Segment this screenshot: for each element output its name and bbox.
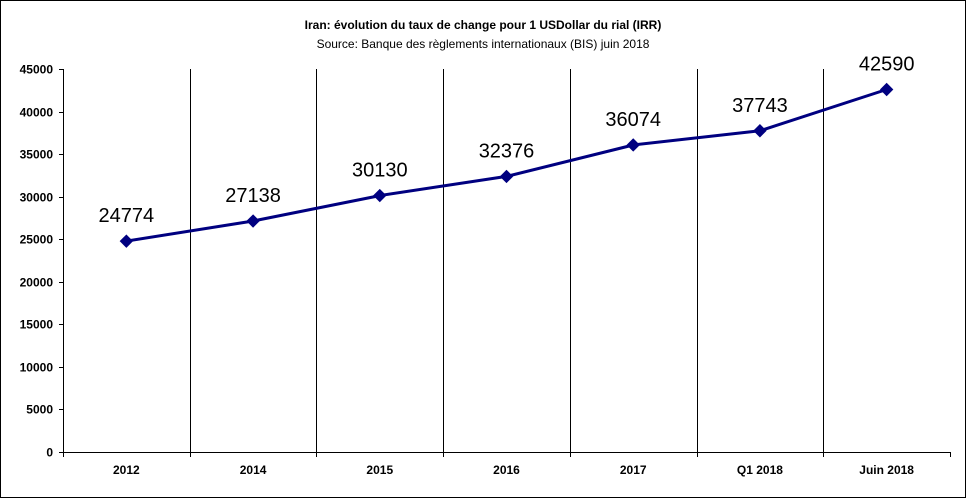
y-tick-label: 40000 [20,106,54,120]
y-tick-label: 25000 [20,233,54,247]
y-tick-label: 20000 [20,276,54,290]
data-point-marker [626,138,640,152]
data-point-marker [119,234,134,248]
y-tick-label: 15000 [20,318,54,332]
chart-subtitle: Source: Banque des règlements internatio… [316,37,650,51]
y-tick-label: 45000 [20,63,54,77]
data-labels: 24774 27138 30130 32376 36074 37743 42590 [99,54,915,228]
x-tick-label: 2016 [493,463,520,477]
grid-lines [190,69,824,452]
x-tick-label: 2017 [620,463,647,477]
y-tick-label: 30000 [20,191,54,205]
chart-title: Iran: évolution du taux de change pour 1… [304,18,662,32]
data-point-marker [753,124,767,138]
data-label: 37743 [732,95,788,117]
x-tick-label: 2012 [113,463,140,477]
data-label: 32376 [479,140,535,162]
data-point-marker [246,214,260,228]
data-point-marker [879,82,894,97]
x-tick-label: 2014 [240,463,267,477]
axes: 0 5000 10000 15000 20000 25000 30000 35000 40000… [20,63,951,477]
data-label: 30130 [352,160,408,182]
data-label: 27138 [225,185,281,207]
markers [119,82,894,248]
y-tick-label: 0 [46,446,53,460]
data-label: 36074 [605,109,661,131]
x-tick-label: 2015 [366,463,393,477]
x-tick-label: Q1 2018 [737,463,783,477]
y-tick-label: 5000 [26,403,53,417]
data-label: 24774 [99,205,155,227]
data-label: 42590 [859,54,915,76]
y-tick-label: 35000 [20,148,54,162]
x-tick-label: Juin 2018 [859,463,914,477]
y-tick-label: 10000 [20,361,54,375]
data-point-marker [373,188,387,203]
data-point-marker [499,169,514,184]
